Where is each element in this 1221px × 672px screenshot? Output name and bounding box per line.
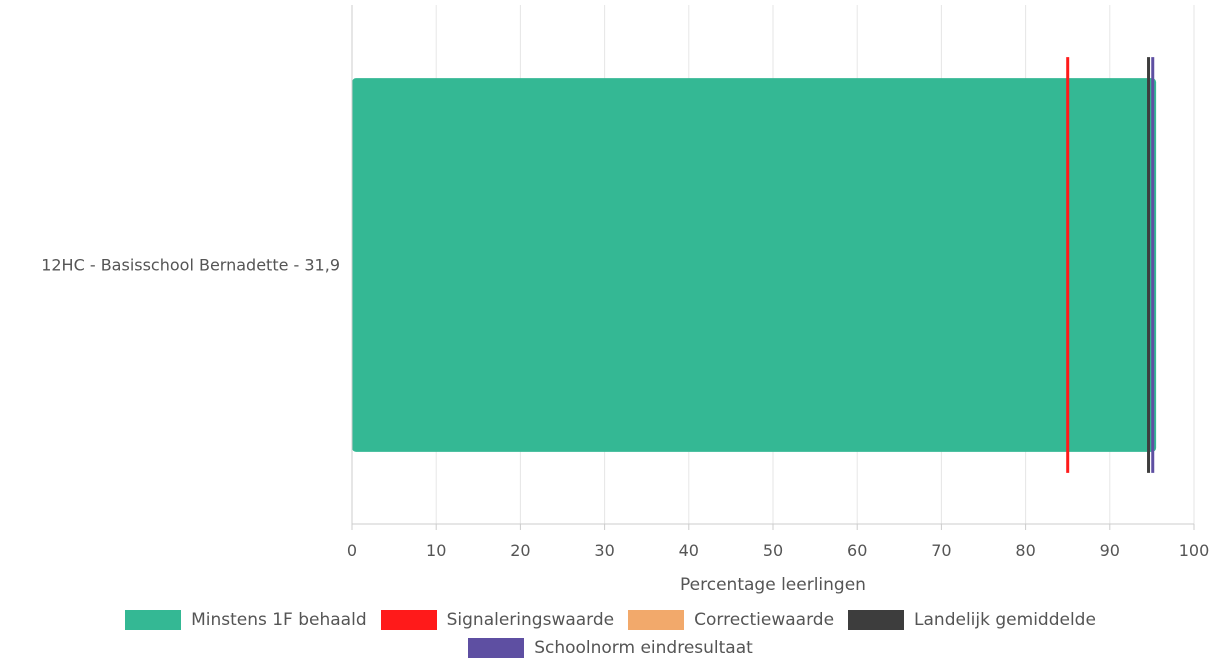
legend-label: Signaleringswaarde xyxy=(446,610,615,630)
x-tick-label: 90 xyxy=(1100,541,1120,560)
legend-swatch xyxy=(468,638,525,658)
x-tick-label: 20 xyxy=(510,541,530,560)
bar-chart: 0 10 20 30 40 50 60 70 80 90 100 12HC - Basisschool… xyxy=(41,5,1209,595)
bar xyxy=(352,78,1157,452)
legend-row: Minstens 1F behaald Signaleringswaarde Cor… xyxy=(0,610,1221,630)
reference-lines xyxy=(1066,57,1155,473)
legend: Minstens 1F behaald Signaleringswaarde Cor… xyxy=(0,610,1221,658)
x-tick-label: 10 xyxy=(426,541,446,560)
legend-item[interactable]: Landelijk gemiddelde xyxy=(848,610,1096,630)
legend-item[interactable]: Correctiewaarde xyxy=(628,610,834,630)
legend-label: Correctiewaarde xyxy=(694,610,835,630)
x-tick-label: 60 xyxy=(847,541,867,560)
legend-item[interactable]: Schoolnorm eindresultaat xyxy=(468,638,753,658)
legend-swatch xyxy=(380,610,437,630)
x-tick-label: 50 xyxy=(763,541,783,560)
legend-swatch xyxy=(125,610,182,630)
bars xyxy=(352,78,1157,452)
x-tick-label: 30 xyxy=(594,541,614,560)
y-tick-label: 12HC - Basisschool Bernadette - 31,9 xyxy=(41,256,340,275)
legend-label: Landelijk gemiddelde xyxy=(914,610,1096,630)
legend-label: Minstens 1F behaald xyxy=(191,610,367,630)
legend-item[interactable]: Signaleringswaarde xyxy=(380,610,615,630)
legend-item[interactable]: Minstens 1F behaald xyxy=(125,610,367,630)
x-tick-label: 0 xyxy=(347,541,357,560)
legend-label: Schoolnorm eindresultaat xyxy=(534,638,753,658)
legend-swatch xyxy=(628,610,685,630)
x-tick-label: 80 xyxy=(1015,541,1035,560)
x-tick-label: 100 xyxy=(1179,541,1210,560)
x-tick-label: 70 xyxy=(931,541,951,560)
x-axis-title: Percentage leerlingen xyxy=(680,575,866,595)
x-tick-label: 40 xyxy=(679,541,699,560)
axes: 0 10 20 30 40 50 60 70 80 90 100 12HC - Basisschool… xyxy=(41,5,1209,560)
legend-row: Schoolnorm eindresultaat xyxy=(0,638,1221,658)
legend-swatch xyxy=(848,610,905,630)
